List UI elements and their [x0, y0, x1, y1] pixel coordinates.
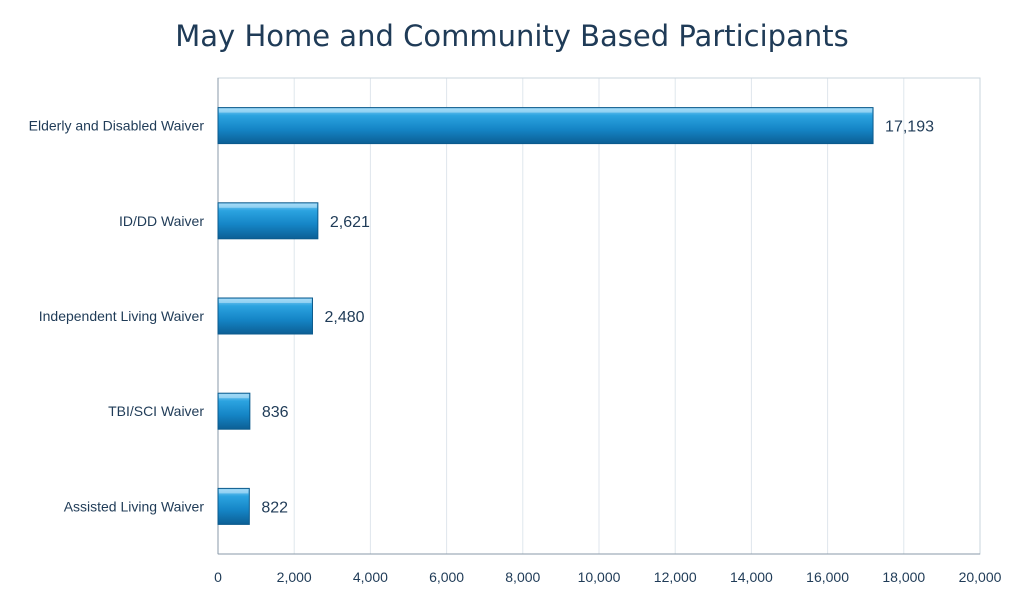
- category-label: Independent Living Waiver: [39, 308, 205, 324]
- data-label: 2,480: [324, 309, 364, 326]
- x-tick-label: 12,000: [654, 569, 697, 585]
- bar: [217, 392, 251, 430]
- bar: [217, 297, 313, 335]
- gridlines: [293, 78, 981, 554]
- category-label: TBI/SCI Waiver: [108, 403, 204, 419]
- x-tick-label: 8,000: [505, 569, 540, 585]
- bars: Elderly and Disabled Waiver 17,193 ID/DD W…: [29, 107, 934, 525]
- bar-highlight: [219, 299, 312, 303]
- bar: [217, 202, 319, 240]
- data-label: 2,621: [330, 214, 370, 231]
- x-tick-label: 10,000: [578, 569, 621, 585]
- bar: [217, 107, 874, 145]
- x-tick-label: 20,000: [959, 569, 1002, 585]
- x-tick-label: 16,000: [806, 569, 849, 585]
- x-axis-ticks: 0 2,000 4,000 6,000 8,000 10,000 12,000 14,000 1…: [214, 569, 1002, 585]
- x-tick-label: 18,000: [882, 569, 925, 585]
- x-tick-label: 6,000: [429, 569, 464, 585]
- bar-highlight: [219, 108, 873, 113]
- category-label: Elderly and Disabled Waiver: [29, 118, 205, 134]
- x-tick-label: 4,000: [353, 569, 388, 585]
- x-tick-label: 0: [214, 569, 222, 585]
- category-label: Assisted Living Waiver: [64, 498, 205, 514]
- bar-highlight: [219, 489, 249, 494]
- data-label: 17,193: [885, 119, 934, 136]
- chart-title: May Home and Community Based Participant…: [175, 19, 848, 53]
- data-label: 822: [261, 499, 288, 516]
- data-label: 836: [262, 404, 289, 421]
- bar-highlight: [219, 203, 317, 208]
- x-tick-label: 14,000: [730, 569, 773, 585]
- bar: [217, 487, 250, 525]
- x-tick-label: 2,000: [277, 569, 312, 585]
- bar-highlight: [219, 394, 249, 399]
- category-label: ID/DD Waiver: [119, 213, 204, 229]
